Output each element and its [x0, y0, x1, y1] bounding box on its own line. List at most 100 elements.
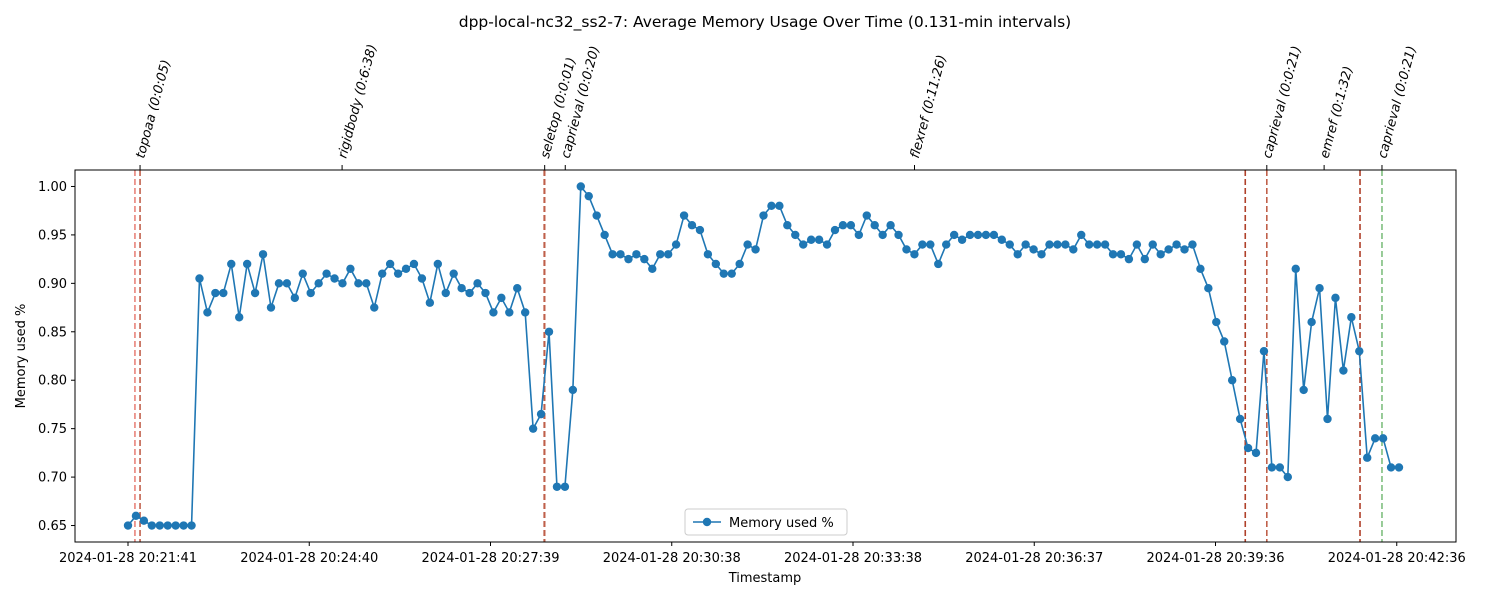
data-point	[600, 230, 609, 240]
data-point	[322, 269, 331, 278]
data-point	[1267, 463, 1277, 472]
data-point	[195, 274, 204, 283]
data-point	[846, 221, 856, 230]
data-point	[743, 240, 752, 249]
x-tick-label: 2024-01-28 20:21:41	[59, 551, 197, 566]
data-point	[1243, 443, 1253, 453]
data-point	[1053, 240, 1062, 249]
legend: Memory used %	[684, 508, 848, 536]
data-point	[1172, 240, 1181, 249]
data-point	[568, 385, 578, 395]
data-point	[1299, 385, 1308, 395]
data-point	[934, 259, 943, 269]
data-point	[211, 288, 220, 298]
data-point	[1235, 414, 1245, 424]
data-point	[616, 250, 625, 259]
data-point	[513, 283, 522, 293]
data-point	[1061, 240, 1070, 249]
data-point	[957, 235, 967, 244]
data-point	[242, 259, 252, 269]
data-point	[989, 230, 999, 240]
data-point	[1084, 240, 1094, 249]
x-axis-label: Timestamp	[728, 571, 802, 586]
data-point	[1204, 283, 1213, 293]
x-axis: 2024-01-28 20:21:41 2024-01-28 20:24:40 20…	[59, 542, 1466, 566]
data-point	[473, 279, 482, 288]
data-point	[830, 225, 840, 235]
y-tick-label: 0.70	[38, 471, 67, 486]
data-point	[1212, 317, 1221, 327]
data-point	[656, 250, 665, 259]
data-point	[1315, 283, 1324, 293]
event-label: rigidbody (0:6:38)	[335, 43, 380, 160]
data-point	[505, 308, 514, 317]
y-axis-label: Memory used %	[14, 304, 29, 409]
data-point	[1005, 240, 1014, 249]
data-point	[1331, 293, 1340, 303]
data-point	[1140, 254, 1150, 264]
data-point	[219, 288, 228, 298]
data-point	[814, 235, 824, 244]
data-point	[354, 279, 363, 288]
chart-title: dpp-local-nc32_ss2-7: Average Memory Usa…	[459, 13, 1071, 32]
event-markers	[134, 170, 1383, 542]
data-point	[1370, 434, 1380, 443]
data-point	[1323, 414, 1332, 424]
data-point	[1148, 240, 1157, 249]
legend-marker	[702, 517, 712, 527]
data-point	[1259, 346, 1269, 356]
data-point	[1227, 376, 1237, 385]
data-point	[1132, 240, 1142, 249]
data-point	[695, 225, 705, 235]
data-point	[1196, 264, 1205, 274]
data-point	[1077, 230, 1086, 240]
data-point	[171, 521, 180, 530]
data-point	[942, 240, 951, 249]
data-point	[1116, 250, 1126, 259]
data-point	[1037, 250, 1046, 259]
data-point	[592, 211, 601, 220]
data-point	[465, 288, 474, 298]
data-point	[719, 269, 728, 278]
data-point	[385, 259, 395, 269]
data-point	[1092, 240, 1102, 249]
data-point	[671, 240, 681, 249]
data-point	[910, 250, 919, 259]
data-point	[131, 511, 141, 521]
data-point	[123, 521, 133, 530]
data-point	[1029, 245, 1038, 254]
data-point	[306, 288, 315, 298]
data-point	[227, 259, 236, 269]
data-point	[886, 221, 895, 230]
x-tick-label: 2024-01-28 20:24:40	[240, 551, 378, 566]
data-point	[433, 259, 443, 269]
data-point	[1164, 245, 1173, 254]
event-label: emref (0:1:32)	[1317, 65, 1356, 160]
y-tick-label: 0.80	[38, 374, 67, 389]
data-point	[1013, 250, 1022, 259]
data-point	[806, 235, 816, 244]
data-point	[314, 279, 323, 288]
data-point	[1283, 472, 1292, 482]
event-labels: topoaa (0:0:05) rigidbody (0:6:38) seletop…	[133, 43, 1420, 170]
data-point	[179, 521, 188, 530]
data-point	[235, 313, 244, 322]
y-tick-label: 0.65	[38, 519, 67, 534]
data-point	[854, 230, 864, 240]
data-point	[949, 230, 959, 240]
data-point	[838, 221, 848, 230]
data-point	[632, 250, 641, 259]
data-point	[362, 279, 371, 288]
data-point	[751, 245, 760, 254]
data-point	[735, 259, 744, 269]
y-tick-label: 0.95	[38, 228, 67, 243]
data-point	[1394, 463, 1404, 472]
data-point	[767, 201, 776, 211]
data-point	[624, 254, 633, 264]
data-point	[187, 521, 196, 530]
data-point	[775, 201, 784, 211]
data-point	[1156, 250, 1165, 259]
data-point	[378, 269, 387, 278]
y-tick-label: 0.90	[38, 277, 67, 292]
x-tick-label: 2024-01-28 20:36:37	[965, 551, 1103, 566]
